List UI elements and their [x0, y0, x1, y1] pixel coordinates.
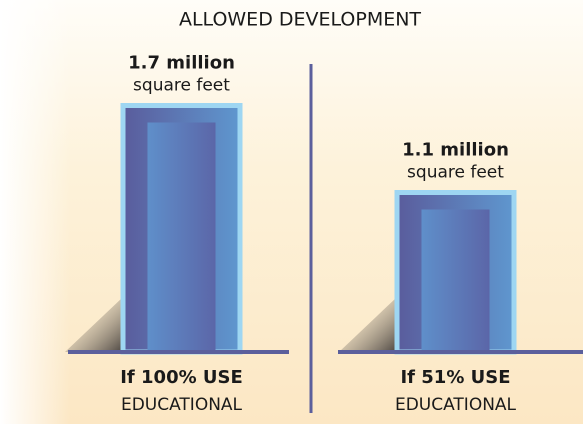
bar-inner	[421, 209, 490, 352]
bar-shadow	[339, 297, 397, 352]
bar-shadow	[65, 297, 123, 352]
category-label: If 100% USE	[120, 367, 243, 388]
category-label-sub: EDUCATIONAL	[395, 395, 517, 415]
chart-title: ALLOWED DEVELOPMENT	[179, 9, 421, 31]
value-label: 1.1 million	[402, 140, 509, 161]
value-label-unit: square feet	[407, 163, 504, 183]
category-label: If 51% USE	[400, 367, 510, 388]
category-label-sub: EDUCATIONAL	[121, 395, 243, 415]
value-label: 1.7 million	[128, 53, 235, 74]
value-label-unit: square feet	[133, 76, 230, 96]
bar-inner	[147, 122, 216, 352]
